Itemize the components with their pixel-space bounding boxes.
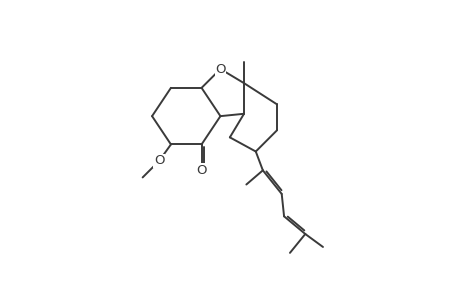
- Text: O: O: [196, 164, 207, 177]
- Text: O: O: [215, 62, 225, 76]
- Text: O: O: [154, 154, 164, 167]
